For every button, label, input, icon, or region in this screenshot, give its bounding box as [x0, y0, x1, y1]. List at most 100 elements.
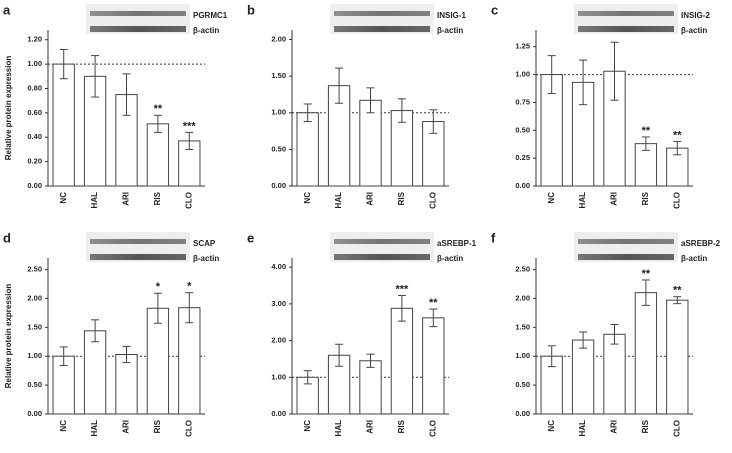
x-tick-label: HAL	[334, 420, 343, 437]
x-tick-label: HAL	[334, 192, 343, 209]
blot-band	[90, 11, 186, 16]
x-tick-label: CLO	[184, 420, 193, 437]
protein-label: aSREBP-2	[681, 239, 721, 248]
y-tick-label: 2.50	[515, 265, 530, 274]
blot-band	[578, 239, 674, 244]
protein-label: SCAP	[193, 239, 216, 248]
x-tick-label: RIS	[153, 191, 162, 205]
y-tick-label: 0.40	[27, 132, 42, 141]
y-tick-label: 1.50	[515, 322, 530, 331]
bar	[603, 333, 626, 415]
y-tick-label: 0.00	[515, 409, 530, 418]
y-tick-label: 4.00	[271, 262, 286, 271]
significance: **	[642, 268, 651, 280]
panel-label: a	[3, 2, 11, 17]
blot-band	[578, 254, 674, 260]
x-tick-label: ARI	[122, 420, 131, 434]
y-tick-label: 0.50	[271, 144, 286, 153]
x-tick-label: RIS	[153, 419, 162, 433]
blot-band	[334, 26, 430, 32]
x-tick-label: RIS	[641, 191, 650, 205]
x-tick-label: CLO	[672, 420, 681, 437]
x-tick-label: ARI	[610, 420, 619, 434]
y-tick-label: 0.50	[515, 380, 530, 389]
y-tick-label: 0.20	[27, 157, 42, 166]
y-tick-label: 1.00	[515, 70, 530, 79]
bar	[634, 292, 658, 415]
blot-band	[90, 239, 186, 244]
y-tick-label: 0.60	[27, 108, 42, 117]
x-tick-label: ARI	[366, 420, 375, 434]
y-axis-label: Relative protein expression	[4, 284, 13, 389]
loading-control-label: β-actin	[193, 26, 219, 35]
x-tick-label: ARI	[610, 192, 619, 206]
x-tick-label: CLO	[184, 192, 193, 209]
y-tick-label: 2.00	[515, 293, 530, 302]
x-tick-label: CLO	[428, 420, 437, 437]
protein-label: aSREBP-1	[437, 239, 477, 248]
bar	[666, 299, 689, 415]
x-tick-label: NC	[547, 192, 556, 204]
x-tick-label: NC	[59, 192, 68, 204]
x-tick-label: NC	[59, 420, 68, 432]
y-tick-label: 2.00	[27, 293, 42, 302]
significance: **	[429, 297, 438, 309]
panel-label: c	[491, 2, 498, 17]
y-tick-label: 1.50	[27, 322, 42, 331]
protein-label: INSIG-2	[681, 11, 710, 20]
panel-label: e	[247, 230, 254, 245]
y-tick-label: 1.00	[515, 351, 530, 360]
y-tick-label: 0.00	[27, 409, 42, 418]
y-tick-label: 0.00	[271, 181, 286, 190]
bar	[178, 307, 201, 415]
x-tick-label: ARI	[366, 192, 375, 206]
y-tick-label: 0.00	[27, 181, 42, 190]
y-axis-label: Relative protein expression	[4, 56, 13, 161]
bar	[146, 123, 170, 187]
bar	[146, 307, 170, 415]
y-tick-label: 2.50	[27, 265, 42, 274]
y-tick-label: 1.00	[271, 372, 286, 381]
loading-control-label: β-actin	[437, 26, 463, 35]
bar	[83, 330, 107, 415]
y-tick-label: 0.80	[27, 83, 42, 92]
significance: ***	[183, 120, 197, 132]
blot-band	[578, 26, 674, 32]
bar	[571, 339, 595, 415]
significance: **	[673, 129, 682, 141]
bar	[422, 317, 445, 415]
x-tick-label: ARI	[122, 192, 131, 206]
y-tick-label: 1.50	[271, 71, 286, 80]
loading-control-label: β-actin	[437, 254, 463, 263]
blot-band	[334, 254, 430, 260]
x-tick-label: HAL	[90, 420, 99, 437]
y-tick-label: 1.00	[27, 351, 42, 360]
x-tick-label: CLO	[672, 192, 681, 209]
bar	[359, 360, 382, 415]
blot-band	[578, 11, 674, 16]
y-tick-label: 2.00	[271, 35, 286, 44]
y-tick-label: 1.20	[27, 35, 42, 44]
protein-label: PGRMC1	[193, 11, 228, 20]
y-tick-label: 0.00	[271, 409, 286, 418]
bar	[115, 353, 138, 415]
significance: **	[154, 103, 163, 115]
x-tick-label: NC	[547, 420, 556, 432]
y-tick-label: 0.25	[515, 153, 530, 162]
x-tick-label: NC	[303, 420, 312, 432]
y-tick-label: 0.50	[27, 380, 42, 389]
significance: **	[642, 125, 651, 137]
blot-band	[334, 11, 430, 16]
loading-control-label: β-actin	[681, 254, 707, 263]
loading-control-label: β-actin	[681, 26, 707, 35]
y-tick-label: 0.50	[515, 125, 530, 134]
x-tick-label: HAL	[578, 420, 587, 437]
panel-label: f	[491, 230, 496, 245]
y-tick-label: 3.00	[271, 299, 286, 308]
y-tick-label: 1.25	[515, 42, 530, 51]
blot-band	[90, 254, 186, 260]
protein-label: INSIG-1	[437, 11, 466, 20]
x-tick-label: HAL	[578, 192, 587, 209]
significance: **	[673, 285, 682, 297]
